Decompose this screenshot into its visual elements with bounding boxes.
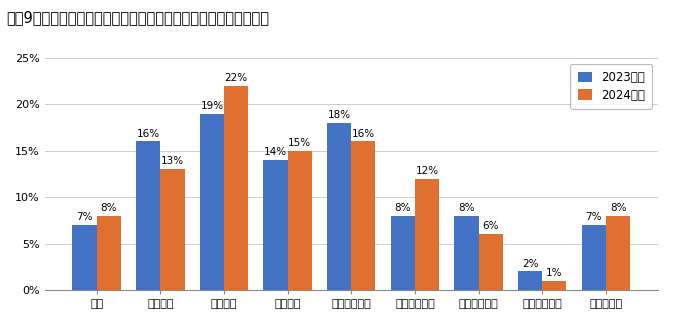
Bar — [73, 225, 97, 290]
Bar — [518, 272, 542, 290]
Bar — [263, 160, 287, 290]
Bar — [200, 114, 224, 290]
Bar — [454, 216, 479, 290]
Bar — [136, 142, 160, 290]
Text: 8%: 8% — [458, 203, 474, 213]
Bar — [224, 86, 248, 290]
Bar — [542, 281, 567, 290]
Bar — [391, 216, 415, 290]
Bar — [97, 216, 121, 290]
Text: 1%: 1% — [546, 268, 563, 278]
Text: 13%: 13% — [161, 156, 184, 167]
Text: 8%: 8% — [394, 203, 411, 213]
Text: 6%: 6% — [483, 222, 499, 231]
Bar — [415, 179, 439, 290]
Text: 16%: 16% — [352, 129, 375, 139]
Text: 12%: 12% — [415, 166, 439, 176]
Bar — [287, 151, 312, 290]
Text: 14%: 14% — [264, 147, 287, 157]
Text: 2%: 2% — [522, 259, 538, 269]
Text: 16%: 16% — [137, 129, 160, 139]
Bar — [351, 142, 376, 290]
Text: 22%: 22% — [225, 73, 248, 83]
Bar — [160, 169, 184, 290]
Bar — [327, 123, 351, 290]
Text: 8%: 8% — [100, 203, 117, 213]
Text: 19%: 19% — [201, 101, 223, 111]
Bar — [479, 234, 503, 290]
Text: 7%: 7% — [76, 212, 93, 222]
Text: 15%: 15% — [288, 138, 312, 148]
Text: 7%: 7% — [586, 212, 602, 222]
Text: 18%: 18% — [328, 110, 351, 120]
Bar — [581, 225, 606, 290]
Text: 8%: 8% — [610, 203, 627, 213]
Text: 図袆9　個別企楮のセミナー・説明会参加社数の２年比較（理系）: 図袆9 個別企楮のセミナー・説明会参加社数の２年比較（理系） — [7, 10, 270, 25]
Bar — [606, 216, 630, 290]
Legend: 2023年卒, 2024年卒: 2023年卒, 2024年卒 — [571, 64, 652, 109]
